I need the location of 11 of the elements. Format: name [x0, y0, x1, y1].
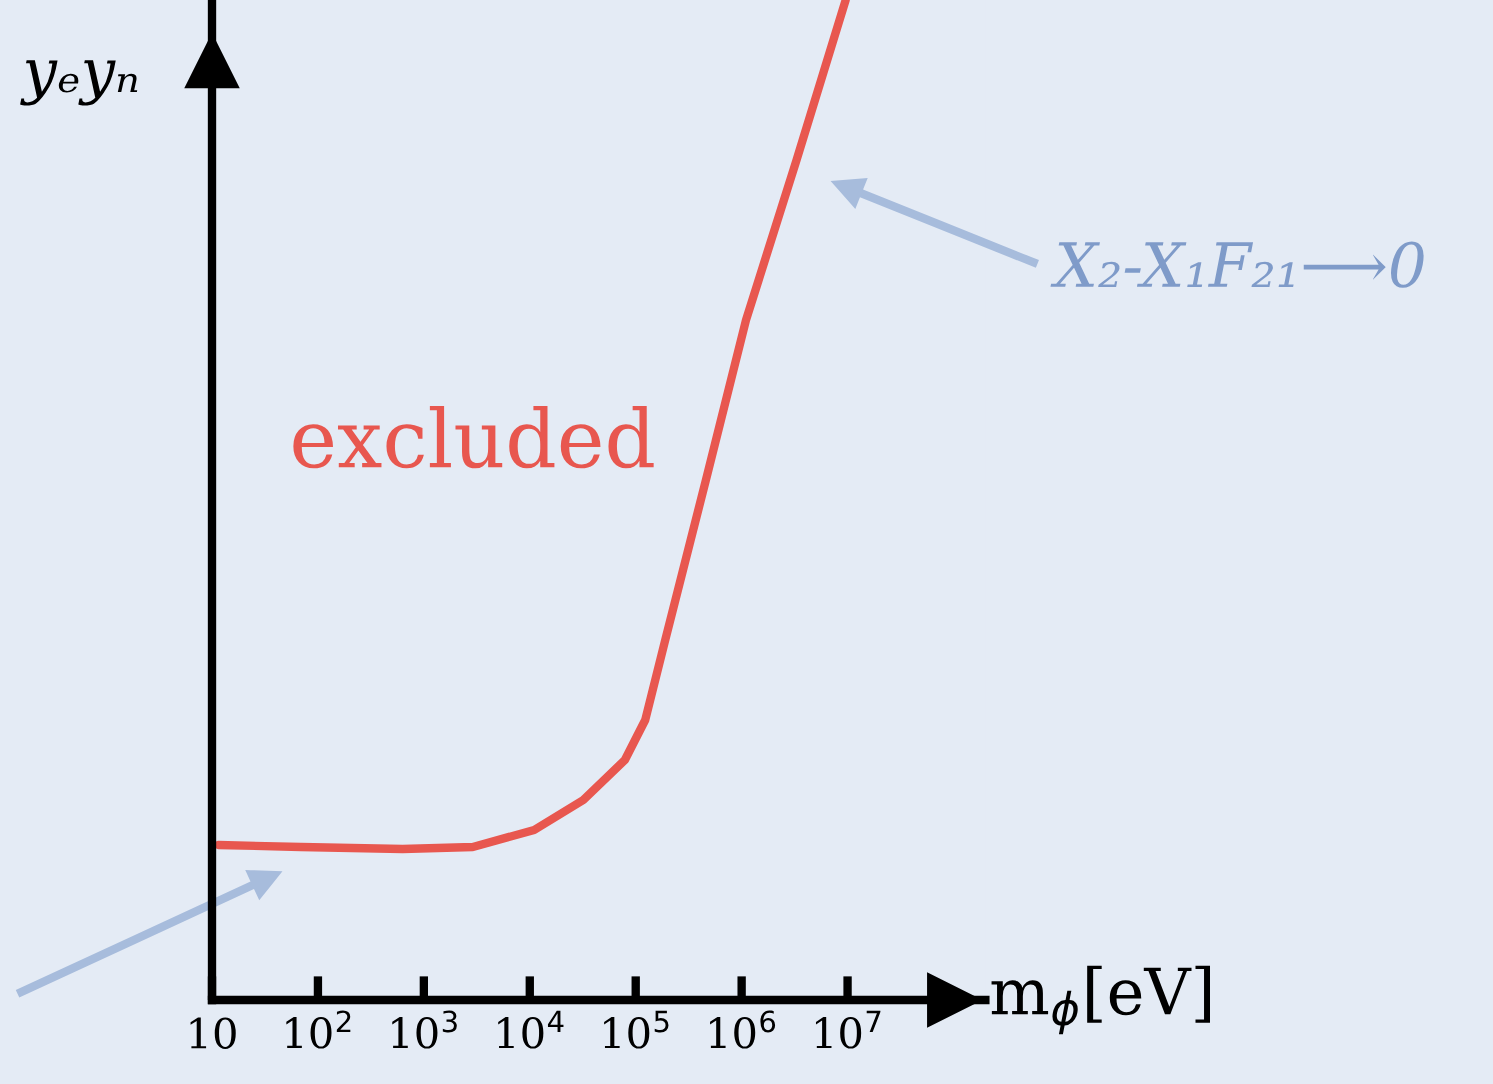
- x-axis-title: m$_{ϕ}$[eV]: [991, 965, 1210, 1035]
- x-tick-label: 10$^{2}$: [286, 1010, 351, 1049]
- x-tick-label: 10$^{7}$: [815, 1010, 881, 1049]
- x-tick-label: 10$^{6}$: [710, 1010, 776, 1049]
- x-tick-label: 10$^{5}$: [604, 1010, 669, 1049]
- x-tick-label: 10: [190, 1017, 236, 1049]
- annotation: excluded: [293, 406, 654, 469]
- x-tick-label: 10$^{3}$: [392, 1010, 457, 1049]
- y-axis-title: yₑyₙ: [20, 60, 138, 106]
- x-tick-label: 10$^{4}$: [498, 1010, 564, 1049]
- text: X₂-X₁F₂₁⟶0: [1050, 241, 1424, 288]
